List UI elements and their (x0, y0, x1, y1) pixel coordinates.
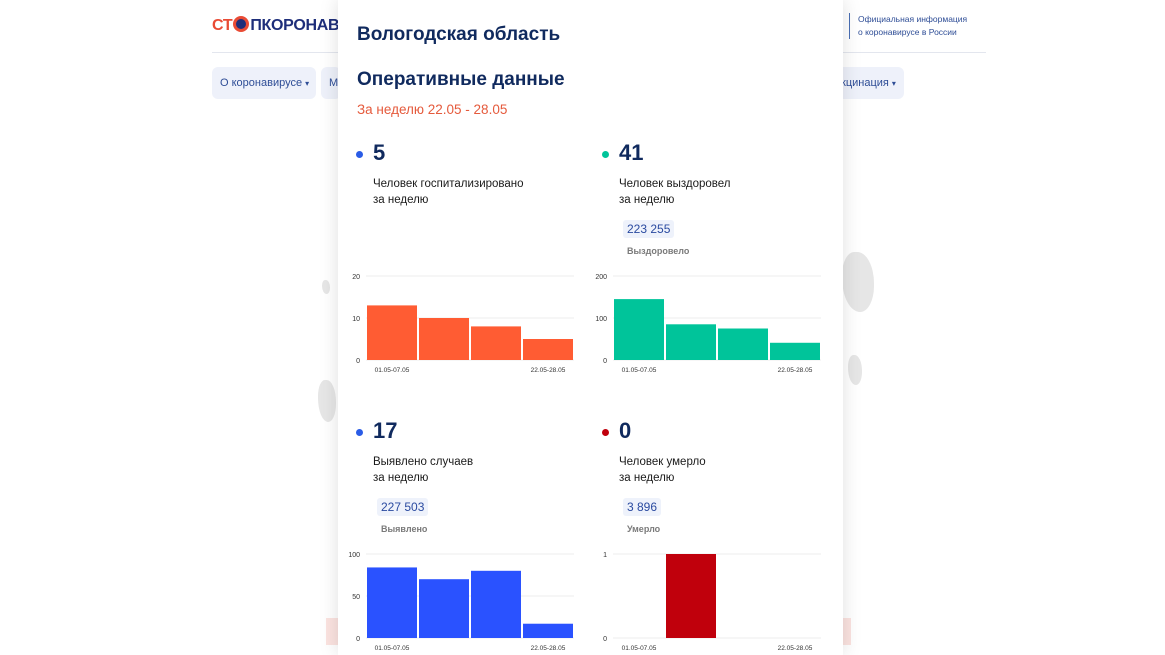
stat-detected: 17 Выявлено случаев за неделю 227 503 Выя… (356, 418, 576, 538)
logo-text-blue: ПКОРОНАВИ (250, 17, 351, 34)
stat-label-line1: Выявлено случаев (373, 456, 474, 468)
stat-total-badge: 227 503 (377, 498, 429, 516)
virus-icon (233, 16, 250, 32)
bar (471, 570, 521, 638)
official-info-note: Официальная информация о коронавирусе в … (849, 13, 983, 39)
site-logo[interactable]: СТ ПКОРОНАВИ (212, 16, 351, 35)
stat-value: 41 (619, 140, 644, 165)
bullet-dot-icon (602, 429, 609, 436)
map-fragment (318, 380, 336, 422)
y-tick-label: 0 (603, 358, 607, 365)
stat-total-badge: 223 255 (623, 220, 675, 238)
stat-label-line1: Человек умерло (619, 456, 706, 468)
x-tick-label: 01.05-07.05 (622, 645, 657, 652)
caret-down-icon: ▾ (891, 79, 896, 88)
y-tick-label: 0 (356, 636, 360, 643)
x-tick-label: 01.05-07.05 (375, 367, 410, 374)
stat-deaths: 0 Человек умерло за неделю 3 896 Умерло (602, 418, 822, 538)
bar-chart-svg: 0 100 200 01.05-07.05 22.05-28.05 (595, 274, 821, 374)
bar (614, 299, 664, 360)
stat-label: Выявлено случаев за неделю (373, 454, 473, 486)
x-tick-label: 22.05-28.05 (531, 645, 566, 652)
stat-total-label: Умерло (627, 524, 661, 534)
bar-chart-svg: 0 1 01.05-07.05 22.05-28.05 (603, 552, 821, 652)
stat-label-line1: Человек выздоровел (619, 178, 731, 190)
y-tick-label: 100 (595, 316, 607, 323)
chart-detected: 0 50 100 01.05-07.05 22.05-28.05 (348, 546, 578, 655)
bar (523, 339, 573, 360)
stat-label: Человек умерло за неделю (619, 454, 706, 486)
x-tick-label: 22.05-28.05 (531, 367, 566, 374)
bar (419, 318, 469, 360)
stat-label-line2: за неделю (373, 194, 429, 206)
period-label: За неделю 22.05 - 28.05 (357, 102, 508, 117)
y-tick-label: 10 (352, 316, 360, 323)
nav-item-2[interactable]: М (321, 67, 341, 99)
bar-chart-svg: 0 50 100 01.05-07.05 22.05-28.05 (348, 552, 574, 652)
y-tick-label: 200 (595, 274, 607, 281)
x-tick-label: 01.05-07.05 (622, 367, 657, 374)
stat-label-line2: за неделю (619, 194, 675, 206)
y-tick-label: 1 (603, 552, 607, 559)
bar (419, 579, 469, 638)
stat-hospitalized: 5 Человек госпитализировано за неделю (356, 140, 576, 260)
stat-label: Человек госпитализировано за неделю (373, 176, 524, 208)
stat-value: 5 (373, 140, 386, 165)
x-tick-label: 22.05-28.05 (778, 367, 813, 374)
stat-label-line2: за неделю (619, 472, 675, 484)
bar-chart-svg: 0 10 20 01.05-07.05 22.05-28.05 (352, 274, 574, 374)
stat-label: Человек выздоровел за неделю (619, 176, 731, 208)
x-tick-label: 01.05-07.05 (375, 645, 410, 652)
section-title: Оперативные данные (357, 69, 565, 90)
bar (471, 326, 521, 360)
y-tick-label: 20 (352, 274, 360, 281)
chart-recovered: 0 100 200 01.05-07.05 22.05-28.05 (595, 268, 825, 378)
stat-label-line1: Человек госпитализировано (373, 178, 524, 190)
region-stats-card: Вологодская область Оперативные данные З… (338, 0, 843, 655)
y-tick-label: 0 (356, 358, 360, 365)
bar (367, 305, 417, 360)
nav-vaccination[interactable]: кцинация ▾ (835, 67, 904, 99)
bar (523, 623, 573, 638)
nav-label: О коронавирусе (220, 77, 303, 89)
stat-total-badge: 3 896 (623, 498, 662, 516)
nav-about-coronavirus[interactable]: О коронавирусе ▾ (212, 67, 316, 99)
map-fragment (843, 618, 851, 645)
region-title: Вологодская область (357, 24, 561, 45)
map-fragment (848, 355, 862, 385)
bar (770, 342, 820, 360)
map-fragment (322, 280, 330, 294)
x-tick-label: 22.05-28.05 (778, 645, 813, 652)
stat-value: 0 (619, 418, 632, 443)
bullet-dot-icon (602, 151, 609, 158)
bar (367, 567, 417, 638)
bar (666, 324, 716, 360)
official-line-1: Официальная информация (858, 14, 968, 24)
map-fragment (326, 618, 338, 645)
stat-label-line2: за неделю (373, 472, 429, 484)
chart-deaths: 0 1 01.05-07.05 22.05-28.05 (595, 546, 825, 655)
y-tick-label: 0 (603, 636, 607, 643)
nav-label: кцинация (841, 77, 889, 89)
bullet-dot-icon (356, 429, 363, 436)
official-line-2: о коронавирусе в России (858, 27, 957, 37)
nav-label: М (329, 77, 339, 89)
bar (718, 328, 768, 360)
stat-recovered: 41 Человек выздоровел за неделю 223 255 В… (602, 140, 822, 260)
bullet-dot-icon (356, 151, 363, 158)
bar (666, 554, 716, 638)
map-fragment (842, 252, 874, 312)
stat-total-label: Выздоровело (627, 246, 690, 256)
caret-down-icon: ▾ (305, 79, 310, 88)
y-tick-label: 100 (348, 552, 360, 559)
y-tick-label: 50 (352, 594, 360, 601)
logo-text-red: СТ (212, 17, 233, 34)
chart-hospitalized: 0 10 20 01.05-07.05 22.05-28.05 (348, 268, 578, 378)
stat-total-label: Выявлено (381, 524, 428, 534)
stat-value: 17 (373, 418, 398, 443)
